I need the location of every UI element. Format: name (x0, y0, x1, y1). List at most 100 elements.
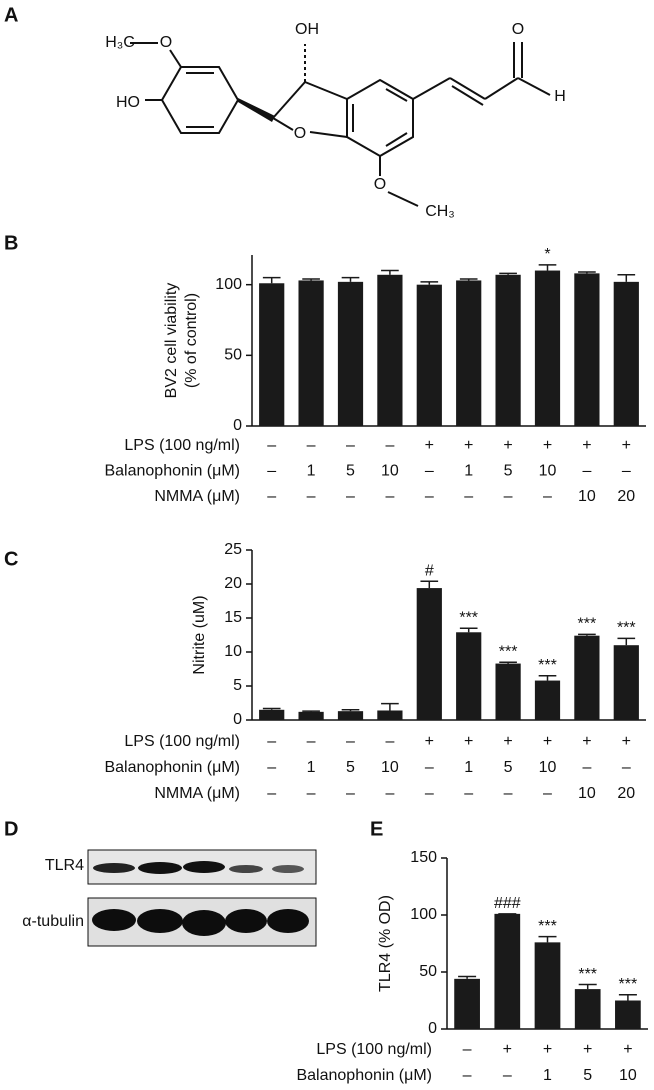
bar (495, 274, 521, 426)
condition-value: + (622, 733, 631, 750)
band (272, 865, 304, 873)
condition-value: + (425, 437, 434, 454)
condition-value: – (385, 437, 394, 454)
condition-value: – (582, 759, 591, 776)
condition-value: 20 (617, 488, 635, 505)
condition-value: + (543, 1041, 552, 1058)
y-tick-label: 20 (224, 575, 242, 592)
y-tick-label: 10 (224, 643, 242, 660)
condition-label: Balanophonin (μM) (104, 759, 240, 776)
atom-label: O (512, 21, 524, 38)
y-axis-label: TLR4 (% OD) (377, 895, 394, 992)
bar (613, 645, 639, 720)
condition-value: 5 (504, 463, 513, 480)
bar (456, 280, 482, 426)
condition-value: – (307, 488, 316, 505)
condition-value: – (504, 785, 513, 802)
condition-value: 5 (346, 463, 355, 480)
bar (534, 270, 561, 426)
y-tick-label: 25 (224, 541, 242, 558)
band (183, 861, 225, 873)
band (182, 910, 226, 936)
condition-value: – (464, 488, 473, 505)
bar (337, 711, 364, 720)
condition-value: 20 (617, 785, 635, 802)
panel-label: C (4, 548, 18, 570)
condition-value: – (267, 759, 276, 776)
bar (416, 284, 442, 426)
band (229, 865, 263, 873)
condition-value: – (425, 463, 434, 480)
condition-label: LPS (100 ng/ml) (124, 437, 240, 454)
atom-label: O (294, 125, 306, 142)
band (267, 909, 309, 933)
condition-value: – (346, 488, 355, 505)
significance: *** (538, 918, 557, 935)
condition-value: – (622, 759, 631, 776)
condition-value: – (503, 1067, 512, 1084)
condition-value: – (267, 488, 276, 505)
condition-value: 10 (381, 463, 399, 480)
condition-value: + (623, 1041, 632, 1058)
condition-value: – (267, 785, 276, 802)
bar (574, 273, 600, 426)
condition-value: – (385, 733, 394, 750)
condition-value: 10 (381, 759, 399, 776)
y-axis-label: (% of control) (183, 293, 200, 388)
condition-value: 1 (464, 759, 473, 776)
atom-label: H₃C (105, 34, 135, 51)
condition-value: 1 (307, 759, 316, 776)
bar (574, 635, 600, 720)
condition-value: – (346, 785, 355, 802)
bar (337, 281, 364, 426)
bar (298, 711, 324, 720)
condition-value: – (425, 785, 434, 802)
condition-value: + (582, 437, 591, 454)
y-tick-label: 0 (233, 417, 242, 434)
significance: *** (578, 616, 597, 633)
panel-label: A (4, 4, 18, 26)
structure: H₃C O OH HO O O H O CH₃ (105, 21, 566, 220)
atom-label: OH (295, 21, 319, 38)
condition-value: + (543, 437, 552, 454)
blot-label: TLR4 (45, 857, 84, 874)
condition-value: – (385, 785, 394, 802)
significance: *** (619, 976, 638, 993)
y-axis-label: BV2 cell viability (163, 283, 180, 399)
bar (495, 663, 521, 720)
condition-value: + (425, 733, 434, 750)
y-tick-label: 150 (410, 849, 437, 866)
condition-value: 10 (578, 488, 596, 505)
condition-value: + (464, 437, 473, 454)
bar (534, 680, 561, 720)
condition-value: 5 (504, 759, 513, 776)
significance: *** (499, 643, 518, 660)
y-tick-label: 50 (419, 963, 437, 980)
y-tick-label: 15 (224, 609, 242, 626)
condition-label: NMMA (μM) (154, 488, 240, 505)
condition-value: – (464, 785, 473, 802)
panel-label: D (4, 818, 18, 840)
western-blot: TLR4 α-tubulin (22, 849, 317, 947)
atom-label: H (554, 88, 566, 105)
bar (454, 978, 480, 1029)
condition-value: – (307, 437, 316, 454)
atom-label: HO (116, 94, 140, 111)
atom-label: CH₃ (425, 203, 455, 220)
significance: ### (494, 895, 521, 912)
condition-value: – (307, 733, 316, 750)
condition-value: – (267, 733, 276, 750)
condition-value: 5 (346, 759, 355, 776)
condition-value: + (503, 1041, 512, 1058)
bar (494, 913, 521, 1029)
band (93, 863, 135, 873)
y-tick-label: 100 (410, 906, 437, 923)
condition-label: NMMA (μM) (154, 785, 240, 802)
y-tick-label: 50 (224, 347, 242, 364)
bar (298, 280, 324, 426)
condition-value: – (385, 488, 394, 505)
condition-value: – (307, 785, 316, 802)
condition-label: LPS (100 ng/ml) (124, 733, 240, 750)
panel-label: E (370, 818, 383, 840)
